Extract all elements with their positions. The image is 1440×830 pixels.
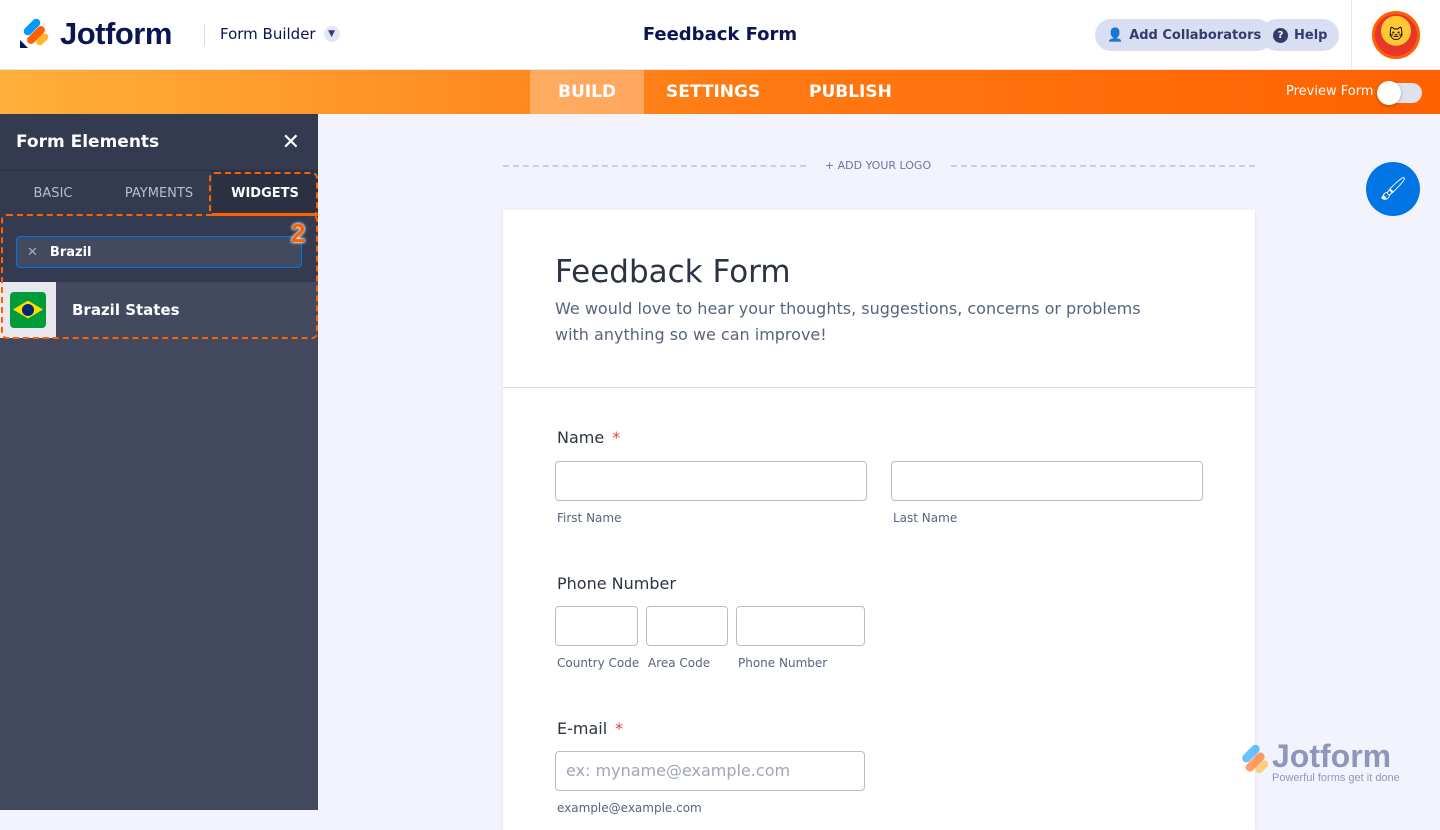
- tab-widgets[interactable]: WIDGETS: [212, 171, 318, 216]
- chevron-down-icon: ▼: [323, 26, 340, 42]
- close-icon[interactable]: ✕: [281, 129, 300, 155]
- top-bar: Jotform Form Builder ▼ Feedback Form 👤 Add…: [0, 0, 1440, 70]
- first-name-sublabel: First Name: [557, 511, 622, 525]
- divider: [204, 24, 205, 46]
- watermark-brand: Jotform: [1272, 738, 1392, 774]
- email-sublabel: example@example.com: [557, 801, 702, 815]
- brand-name: Jotform: [60, 16, 172, 51]
- widget-search-input[interactable]: ✕ Brazil: [16, 236, 302, 268]
- divider: [1351, 0, 1352, 70]
- form-title[interactable]: Feedback Form: [555, 254, 791, 290]
- paint-roller-icon[interactable]: 🖌: [1366, 162, 1420, 216]
- form-elements-panel: Form Elements ✕ BASIC PAYMENTS WIDGETS ✕ B…: [0, 114, 318, 810]
- help-icon: ?: [1273, 27, 1288, 43]
- jotform-logo-icon: [1242, 744, 1269, 774]
- tab-publish[interactable]: PUBLISH: [809, 82, 892, 102]
- help-button[interactable]: ? Help: [1261, 19, 1340, 51]
- list-item[interactable]: Brazil States: [0, 281, 318, 338]
- add-collaborators-label: Add Collaborators: [1129, 27, 1262, 43]
- divider: [503, 165, 806, 167]
- jotform-watermark: Jotform Powerful forms get it done: [1236, 738, 1400, 784]
- last-name-sublabel: Last Name: [893, 511, 958, 525]
- jotform-logo[interactable]: Jotform: [18, 16, 172, 52]
- area-code-input[interactable]: [646, 606, 728, 646]
- user-icon: 👤: [1107, 27, 1124, 43]
- area-code-sublabel: Area Code: [648, 656, 711, 670]
- avatar[interactable]: 🐱: [1372, 11, 1420, 59]
- tab-build[interactable]: BUILD: [530, 70, 645, 114]
- jotform-logo-icon: [20, 18, 49, 48]
- tab-settings[interactable]: SETTINGS: [666, 82, 761, 102]
- brazil-flag-icon: [10, 291, 46, 328]
- divider: [951, 165, 1255, 167]
- search-value: Brazil: [49, 244, 92, 260]
- country-code-input[interactable]: [555, 606, 638, 646]
- form-builder-label: Form Builder: [220, 25, 316, 43]
- step-annotation: 2: [291, 218, 306, 248]
- first-name-input[interactable]: [555, 461, 867, 501]
- clear-search-icon[interactable]: ✕: [27, 244, 38, 260]
- add-logo-button[interactable]: + ADD YOUR LOGO: [824, 159, 932, 172]
- phone-number-sublabel: Phone Number: [738, 656, 828, 670]
- tab-payments[interactable]: PAYMENTS: [124, 186, 194, 201]
- phone-label: Phone Number: [557, 574, 676, 593]
- email-label: E-mail *: [557, 719, 624, 738]
- panel-title: Form Elements: [16, 132, 160, 152]
- form-description[interactable]: We would love to hear your thoughts, sug…: [555, 299, 1141, 344]
- divider: [503, 387, 1255, 388]
- email-input[interactable]: ex: myname@example.com: [555, 751, 865, 791]
- tab-basic[interactable]: BASIC: [33, 186, 73, 201]
- phone-number-input[interactable]: [736, 606, 865, 646]
- add-collaborators-button[interactable]: 👤 Add Collaborators: [1095, 19, 1274, 51]
- preview-form-toggle[interactable]: [1377, 81, 1422, 105]
- form-builder-dropdown[interactable]: Form Builder ▼: [220, 25, 340, 43]
- name-label: Name *: [557, 428, 621, 447]
- preview-form-label: Preview Form: [1286, 84, 1374, 99]
- main-nav: BUILD SETTINGS PUBLISH Preview Form: [0, 70, 1440, 114]
- form-card: Feedback Form We would love to hear your…: [503, 210, 1255, 830]
- country-code-sublabel: Country Code: [557, 656, 640, 670]
- result-label: Brazil States: [72, 300, 180, 319]
- watermark-tagline: Powerful forms get it done: [1272, 772, 1400, 784]
- help-label: Help: [1294, 27, 1328, 43]
- last-name-input[interactable]: [891, 461, 1203, 501]
